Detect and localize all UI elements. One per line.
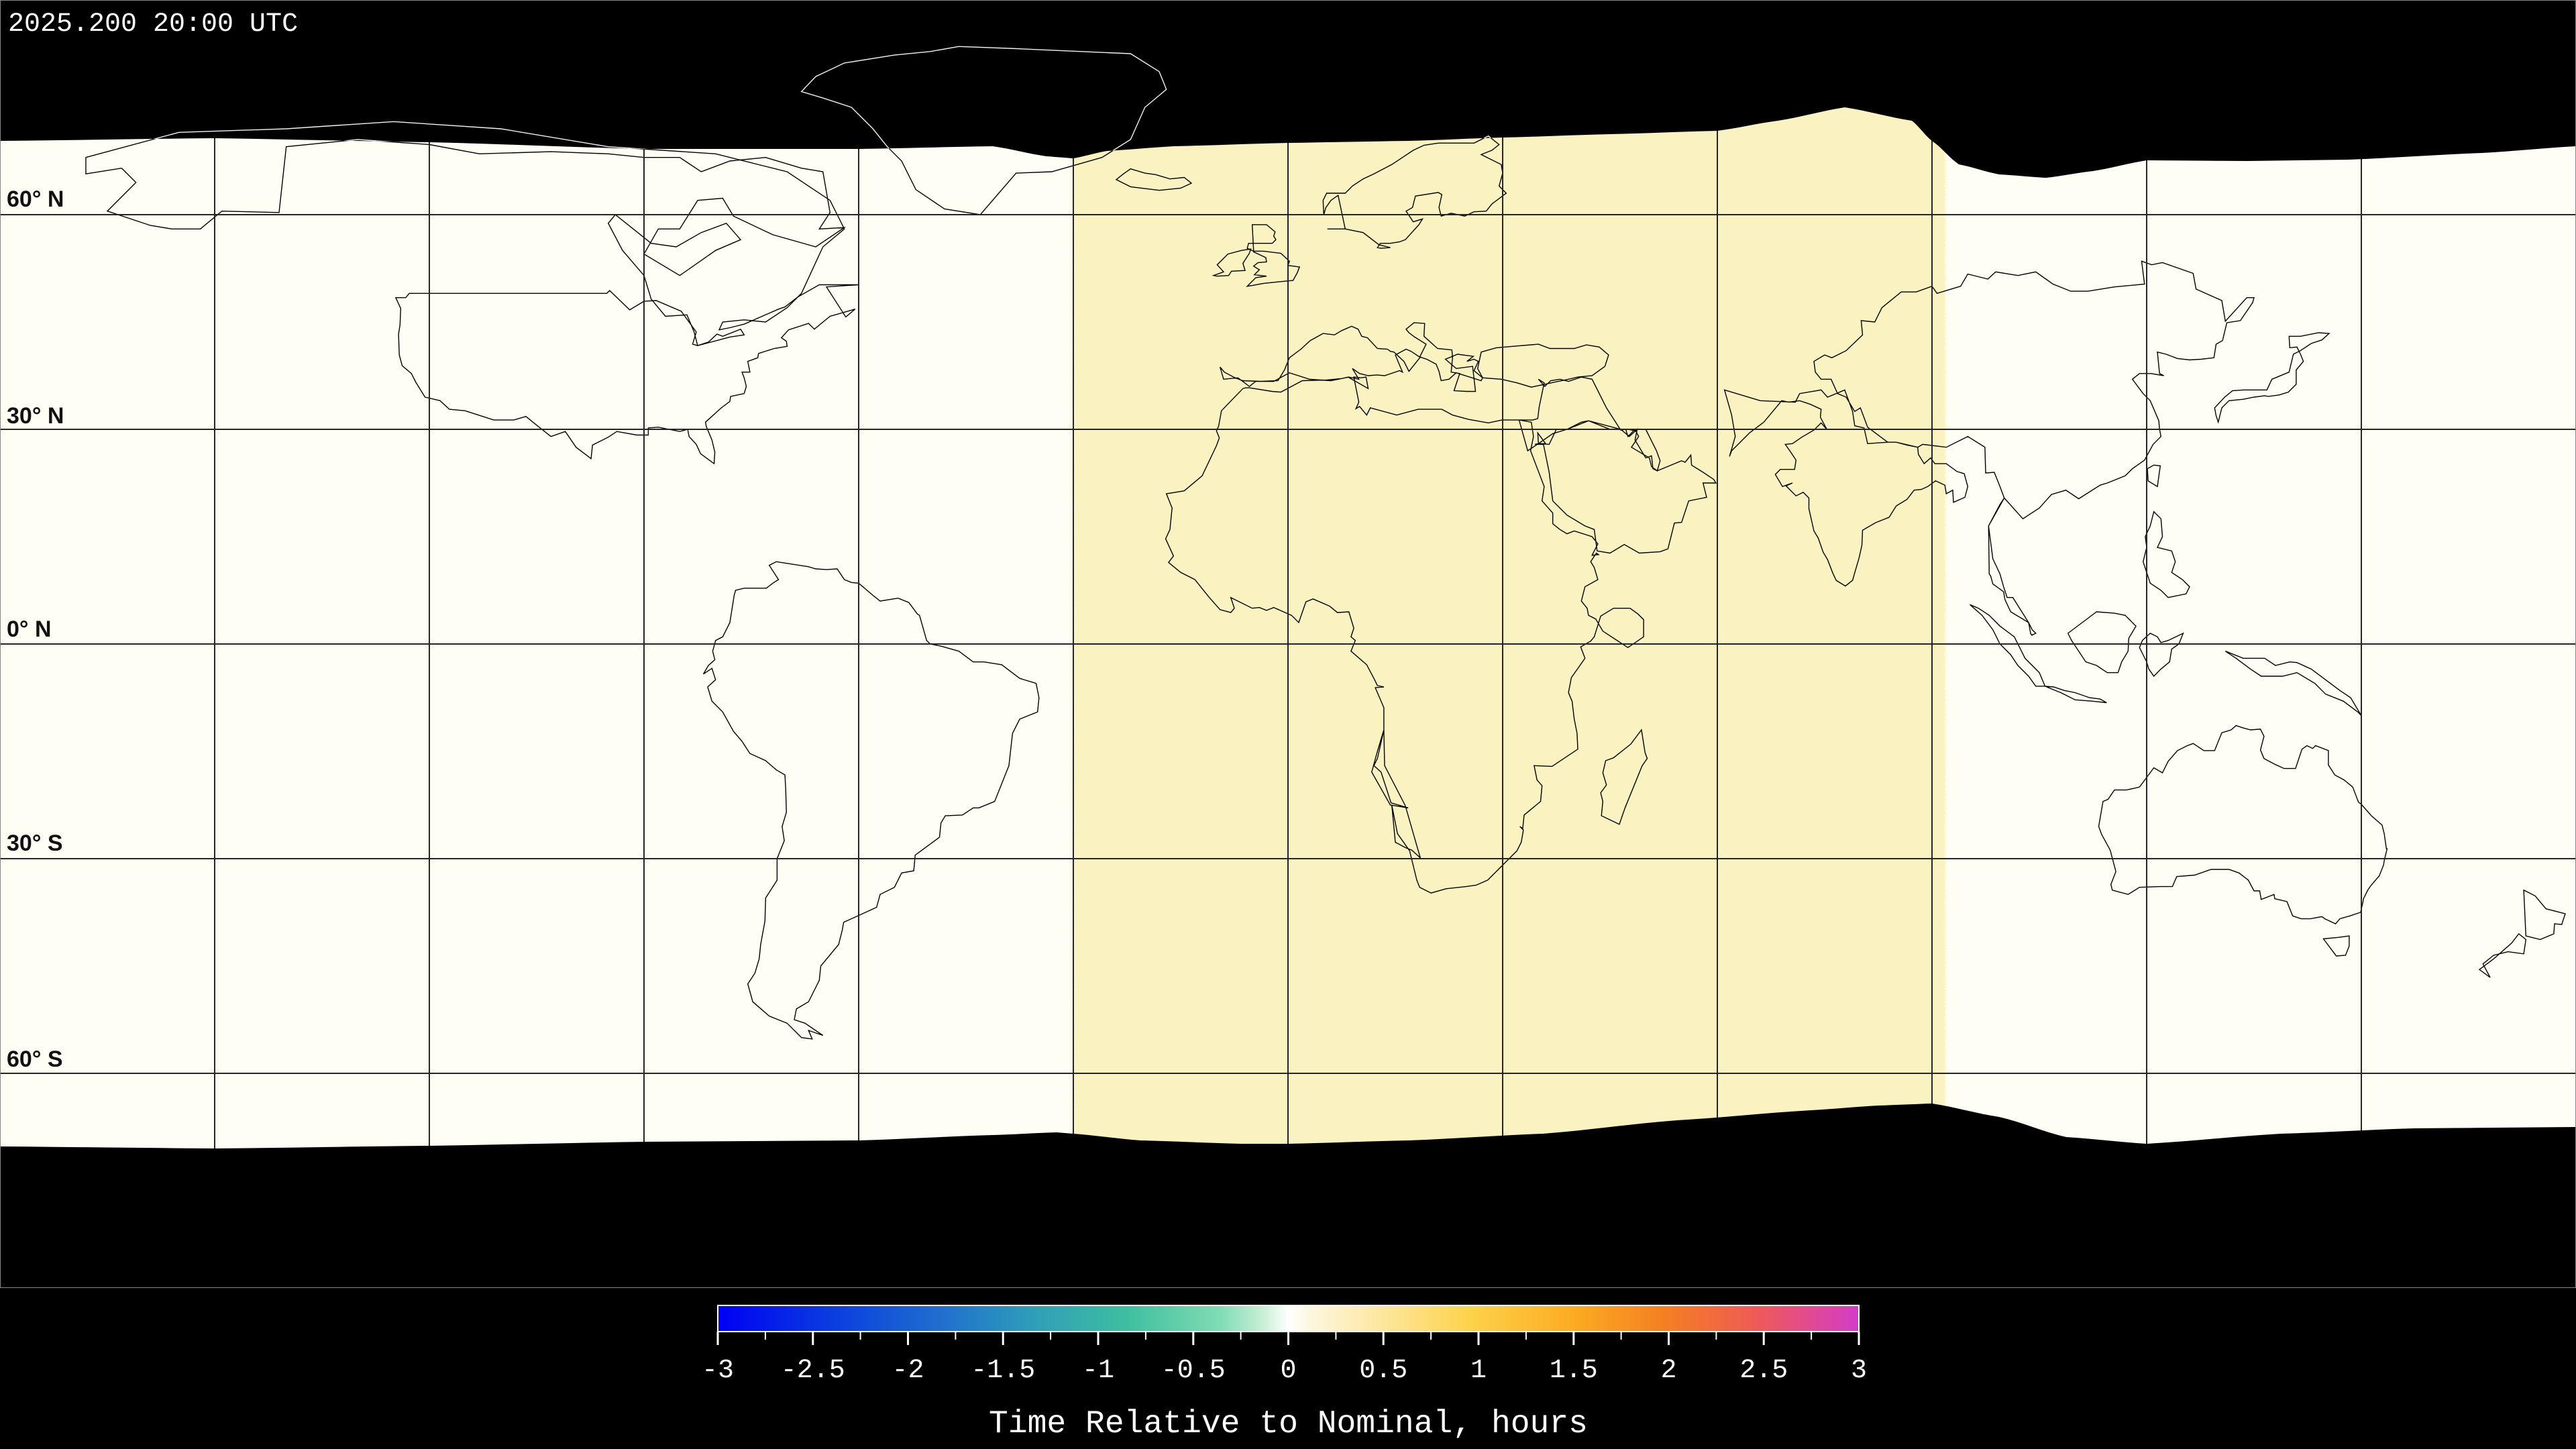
svg-text:-0.5: -0.5 <box>1161 1356 1226 1386</box>
svg-text:30° S: 30° S <box>7 830 63 856</box>
svg-text:1.5: 1.5 <box>1550 1356 1598 1386</box>
svg-text:2.5: 2.5 <box>1739 1356 1788 1386</box>
svg-text:-3: -3 <box>702 1356 734 1386</box>
svg-text:-2: -2 <box>892 1356 924 1386</box>
svg-text:1: 1 <box>1470 1356 1487 1386</box>
svg-text:-1: -1 <box>1082 1356 1114 1386</box>
svg-text:0.5: 0.5 <box>1359 1356 1407 1386</box>
svg-text:3: 3 <box>1851 1356 1867 1386</box>
svg-text:-2.5: -2.5 <box>781 1356 845 1386</box>
svg-text:Time Relative to Nominal, hour: Time Relative to Nominal, hours <box>989 1406 1588 1442</box>
svg-text:30° N: 30° N <box>7 403 64 429</box>
svg-text:60° S: 60° S <box>7 1046 63 1072</box>
svg-text:0° N: 0° N <box>7 616 52 642</box>
svg-text:0: 0 <box>1280 1356 1296 1386</box>
svg-text:2025.200 20:00 UTC: 2025.200 20:00 UTC <box>8 9 298 40</box>
svg-text:2: 2 <box>1660 1356 1676 1386</box>
svg-text:60° N: 60° N <box>7 186 64 212</box>
svg-text:-1.5: -1.5 <box>971 1356 1035 1386</box>
